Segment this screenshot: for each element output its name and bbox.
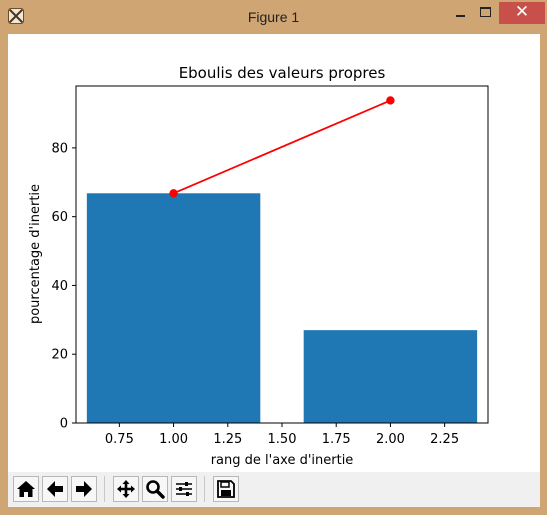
save-icon (217, 480, 235, 498)
pan-icon (117, 480, 135, 498)
line-point (386, 96, 395, 105)
y-tick-label: 20 (51, 348, 68, 363)
figure-canvas: Eboulis des valeurs propres 0.75 1.00 1.25… (8, 34, 540, 507)
back-button[interactable] (42, 476, 68, 502)
close-button[interactable]: ✕ (499, 2, 545, 24)
zoom-icon (146, 480, 165, 499)
chart: Eboulis des valeurs propres 0.75 1.00 1.25… (28, 64, 489, 468)
line-point (169, 189, 178, 198)
y-tick-label: 40 (51, 279, 68, 294)
subplots-button[interactable] (171, 476, 197, 502)
close-icon: ✕ (514, 2, 530, 22)
home-button[interactable] (13, 476, 39, 502)
zoom-button[interactable] (142, 476, 168, 502)
forward-arrow-icon (76, 481, 92, 497)
y-axis-label: pourcentage d'inertie (28, 184, 43, 324)
maximize-button[interactable] (474, 2, 498, 24)
x-tick-label: 1.00 (159, 432, 188, 447)
home-icon (17, 481, 35, 497)
x-tick-label: 1.25 (213, 432, 242, 447)
toolbar-separator (104, 476, 105, 502)
bar (86, 193, 261, 423)
back-arrow-icon (47, 481, 63, 497)
x-tick-label: 2.25 (430, 432, 459, 447)
bar (303, 330, 478, 423)
navigation-toolbar (8, 472, 540, 507)
chart-title: Eboulis des valeurs propres (179, 64, 386, 82)
series-line (173, 99, 391, 195)
minimize-button[interactable] (448, 2, 474, 24)
forward-button[interactable] (71, 476, 97, 502)
y-tick-label: 80 (51, 141, 68, 156)
x-tick-label: 1.75 (322, 432, 351, 447)
x-tick-label: 2.00 (376, 432, 405, 447)
x-tick-label: 1.50 (268, 432, 297, 447)
y-tick-label: 0 (60, 417, 68, 432)
subplots-icon (176, 482, 192, 496)
title-bar[interactable]: Figure 1 ✕ (0, 0, 547, 34)
x-tick-label: 0.75 (105, 432, 134, 447)
app-icon (8, 8, 24, 24)
x-axis-label: rang de l'axe d'inertie (211, 453, 354, 468)
y-tick-label: 60 (51, 210, 68, 225)
pan-button[interactable] (113, 476, 139, 502)
window-title: Figure 1 (247, 9, 300, 25)
toolbar-separator (204, 476, 205, 502)
save-button[interactable] (213, 476, 239, 502)
